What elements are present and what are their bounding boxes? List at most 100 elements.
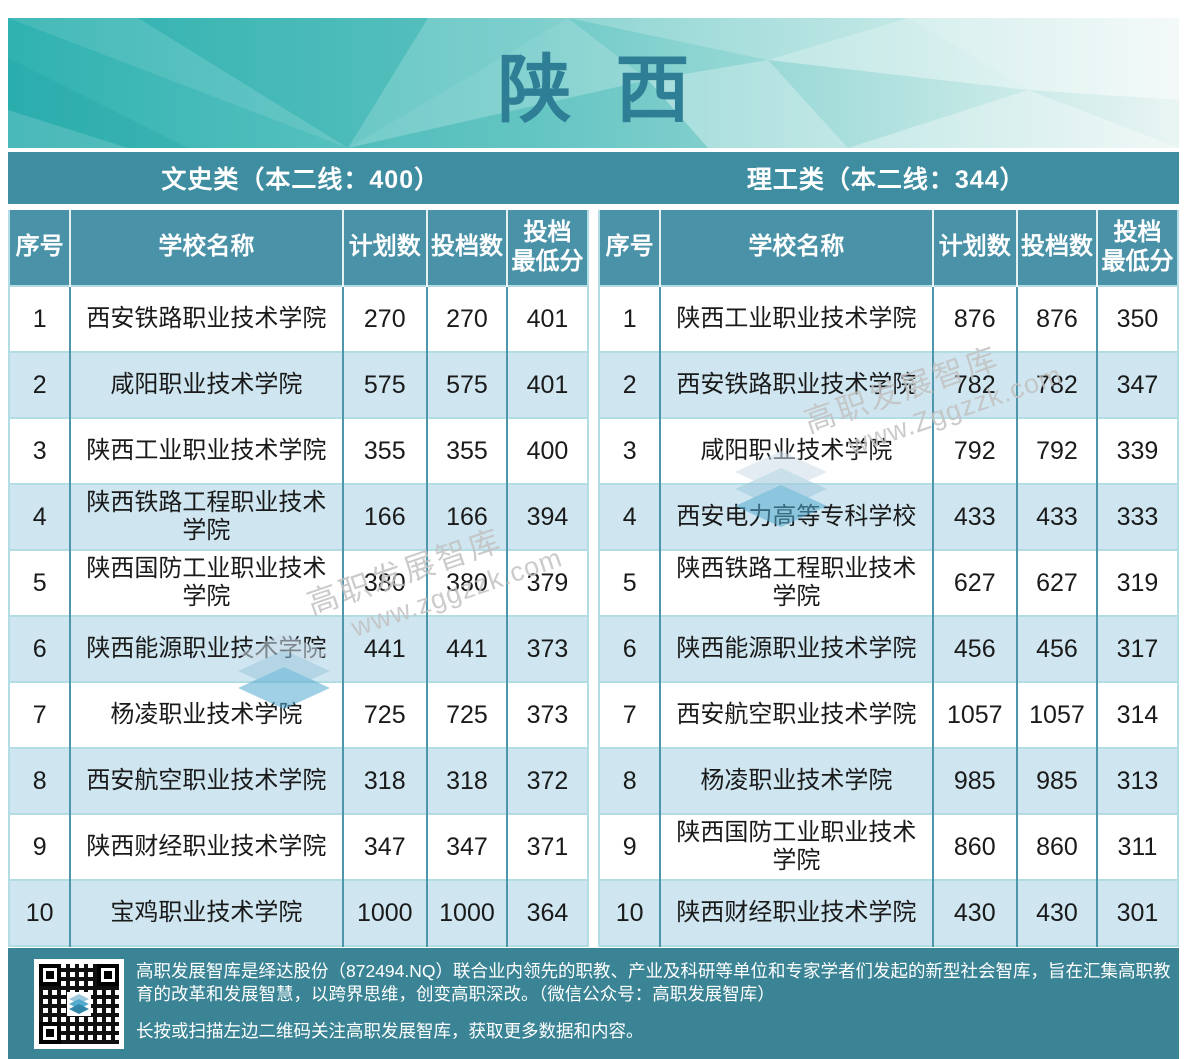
cell-school: 宝鸡职业技术学院 <box>69 879 343 946</box>
cell-min-score: 364 <box>505 879 588 946</box>
table-row: 3 陕西工业职业技术学院 355 355 400 <box>9 417 588 484</box>
science-table-body: 1 陕西工业职业技术学院 876 876 350 2 西安铁路职业技术学院 782 782 347… <box>599 285 1178 946</box>
cell-school: 西安航空职业技术学院 <box>659 681 933 748</box>
cell-plan: 318 <box>341 747 428 814</box>
science-table-header: 序号 学校名称 计划数 投档数 投档 最低分 <box>599 210 1178 286</box>
cell-plan: 627 <box>931 549 1018 616</box>
cell-min-score: 379 <box>505 549 588 616</box>
cell-filed: 782 <box>1016 351 1097 418</box>
col-header-filed: 投档数 <box>426 210 507 286</box>
cell-school: 陕西财经职业技术学院 <box>659 879 933 946</box>
cell-min-score: 372 <box>505 747 588 814</box>
qr-finder-icon <box>39 1022 61 1044</box>
cell-seq: 1 <box>9 285 71 352</box>
hero-banner: 陕西 <box>8 18 1179 148</box>
cell-school: 陕西能源职业技术学院 <box>69 615 343 682</box>
category-bar: 文史类（本二线：400） 理工类（本二线：344） <box>8 152 1179 204</box>
cell-seq: 9 <box>9 813 71 880</box>
cell-min-score: 314 <box>1095 681 1178 748</box>
col-header-min-score: 投档 最低分 <box>505 210 588 286</box>
liberal-arts-table-body: 1 西安铁路职业技术学院 270 270 401 2 咸阳职业技术学院 575 575 401 3 陕… <box>9 285 588 946</box>
cell-min-score: 333 <box>1095 483 1178 550</box>
cell-min-score: 319 <box>1095 549 1178 616</box>
cell-filed: 725 <box>426 681 507 748</box>
science-table: 序号 学校名称 计划数 投档数 投档 最低分 1 陕西工业职业技术学院 876 876… <box>598 210 1179 947</box>
cell-filed: 430 <box>1016 879 1097 946</box>
col-header-plan: 计划数 <box>931 210 1018 286</box>
footer-cta: 长按或扫描左边二维码关注高职发展智库，获取更多数据和内容。 <box>136 1021 644 1041</box>
cell-min-score: 311 <box>1095 813 1178 880</box>
cell-school: 咸阳职业技术学院 <box>659 417 933 484</box>
table-row: 10 陕西财经职业技术学院 430 430 301 <box>599 879 1178 946</box>
table-row: 5 陕西国防工业职业技术学院 380 380 379 <box>9 549 588 616</box>
cell-filed: 627 <box>1016 549 1097 616</box>
cell-plan: 985 <box>931 747 1018 814</box>
table-row: 4 陕西铁路工程职业技术学院 166 166 394 <box>9 483 588 550</box>
cell-seq: 4 <box>9 483 71 550</box>
cell-filed: 1057 <box>1016 681 1097 748</box>
cell-seq: 8 <box>599 747 661 814</box>
cell-seq: 7 <box>9 681 71 748</box>
cell-plan: 166 <box>341 483 428 550</box>
cell-plan: 575 <box>341 351 428 418</box>
table-row: 5 陕西铁路工程职业技术学院 627 627 319 <box>599 549 1178 616</box>
cell-seq: 1 <box>599 285 661 352</box>
cell-seq: 2 <box>9 351 71 418</box>
table-row: 2 咸阳职业技术学院 575 575 401 <box>9 351 588 418</box>
table-row: 8 西安航空职业技术学院 318 318 372 <box>9 747 588 814</box>
cell-plan: 1000 <box>341 879 428 946</box>
cell-filed: 166 <box>426 483 507 550</box>
col-header-filed: 投档数 <box>1016 210 1097 286</box>
cell-filed: 270 <box>426 285 507 352</box>
qr-code <box>34 959 124 1049</box>
table-row: 9 陕西财经职业技术学院 347 347 371 <box>9 813 588 880</box>
cell-plan: 876 <box>931 285 1018 352</box>
cell-school: 陕西工业职业技术学院 <box>659 285 933 352</box>
cell-filed: 318 <box>426 747 507 814</box>
col-header-school: 学校名称 <box>659 210 933 286</box>
col-header-min-score: 投档 最低分 <box>1095 210 1178 286</box>
footer: 高职发展智库是绎达股份（872494.NQ）联合业内领先的职教、产业及科研等单位… <box>8 948 1179 1059</box>
cell-school: 杨凌职业技术学院 <box>69 681 343 748</box>
col-header-seq: 序号 <box>9 210 71 286</box>
qr-finder-icon <box>97 964 119 986</box>
polygon-background <box>8 18 1179 148</box>
cell-plan: 725 <box>341 681 428 748</box>
qr-finder-icon <box>39 964 61 986</box>
col-header-seq: 序号 <box>599 210 661 286</box>
cell-seq: 5 <box>9 549 71 616</box>
cell-min-score: 373 <box>505 615 588 682</box>
cell-min-score: 301 <box>1095 879 1178 946</box>
cell-plan: 1057 <box>931 681 1018 748</box>
cell-school: 陕西铁路工程职业技术学院 <box>69 483 343 550</box>
table-row: 9 陕西国防工业职业技术学院 860 860 311 <box>599 813 1178 880</box>
cell-filed: 792 <box>1016 417 1097 484</box>
cell-min-score: 313 <box>1095 747 1178 814</box>
cell-min-score: 401 <box>505 285 588 352</box>
cell-seq: 9 <box>599 813 661 880</box>
cell-seq: 10 <box>599 879 661 946</box>
cell-school: 西安电力高等专科学校 <box>659 483 933 550</box>
table-row: 8 杨凌职业技术学院 985 985 313 <box>599 747 1178 814</box>
cell-min-score: 350 <box>1095 285 1178 352</box>
liberal-arts-table: 序号 学校名称 计划数 投档数 投档 最低分 1 西安铁路职业技术学院 270 270… <box>8 210 589 947</box>
cell-plan: 430 <box>931 879 1018 946</box>
cell-plan: 347 <box>341 813 428 880</box>
cell-filed: 860 <box>1016 813 1097 880</box>
cell-plan: 456 <box>931 615 1018 682</box>
cell-filed: 1000 <box>426 879 507 946</box>
col-header-school: 学校名称 <box>69 210 343 286</box>
cell-filed: 347 <box>426 813 507 880</box>
cell-school: 陕西铁路工程职业技术学院 <box>659 549 933 616</box>
cell-seq: 6 <box>599 615 661 682</box>
cell-school: 咸阳职业技术学院 <box>69 351 343 418</box>
cell-filed: 355 <box>426 417 507 484</box>
liberal-arts-table-header: 序号 学校名称 计划数 投档数 投档 最低分 <box>9 210 588 286</box>
cell-seq: 3 <box>599 417 661 484</box>
table-row: 6 陕西能源职业技术学院 441 441 373 <box>9 615 588 682</box>
cell-seq: 10 <box>9 879 71 946</box>
cell-school: 陕西财经职业技术学院 <box>69 813 343 880</box>
cell-filed: 433 <box>1016 483 1097 550</box>
cell-plan: 441 <box>341 615 428 682</box>
